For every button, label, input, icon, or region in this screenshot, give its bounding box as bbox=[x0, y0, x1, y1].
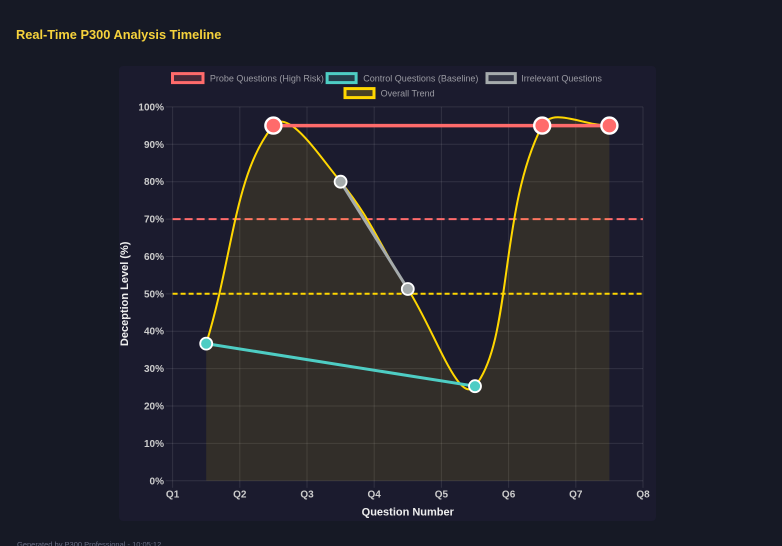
svg-text:40%: 40% bbox=[144, 327, 164, 338]
svg-text:Control Questions (Baseline): Control Questions (Baseline) bbox=[363, 73, 478, 83]
svg-text:100%: 100% bbox=[138, 102, 164, 113]
svg-text:Q3: Q3 bbox=[300, 490, 314, 501]
svg-text:50%: 50% bbox=[144, 289, 164, 300]
svg-text:90%: 90% bbox=[144, 140, 164, 151]
svg-text:10%: 10% bbox=[144, 439, 164, 450]
svg-text:Probe Questions (High Risk): Probe Questions (High Risk) bbox=[210, 73, 324, 83]
svg-text:30%: 30% bbox=[144, 364, 164, 375]
svg-text:Q6: Q6 bbox=[502, 490, 516, 501]
svg-text:Q5: Q5 bbox=[435, 490, 449, 501]
svg-text:Question Number: Question Number bbox=[362, 507, 455, 519]
svg-text:80%: 80% bbox=[144, 177, 164, 188]
svg-text:Q1: Q1 bbox=[166, 490, 180, 501]
svg-text:70%: 70% bbox=[144, 215, 164, 226]
svg-text:Q8: Q8 bbox=[636, 490, 650, 501]
svg-text:Q4: Q4 bbox=[368, 490, 382, 501]
svg-text:60%: 60% bbox=[144, 252, 164, 263]
svg-text:Q7: Q7 bbox=[569, 490, 583, 501]
svg-text:Q2: Q2 bbox=[233, 490, 247, 501]
svg-text:Overall Trend: Overall Trend bbox=[381, 88, 435, 98]
svg-text:Irrelevant Questions: Irrelevant Questions bbox=[521, 73, 602, 83]
svg-text:20%: 20% bbox=[144, 402, 164, 413]
svg-text:0%: 0% bbox=[150, 476, 165, 487]
svg-text:Deception Level (%): Deception Level (%) bbox=[119, 241, 131, 346]
